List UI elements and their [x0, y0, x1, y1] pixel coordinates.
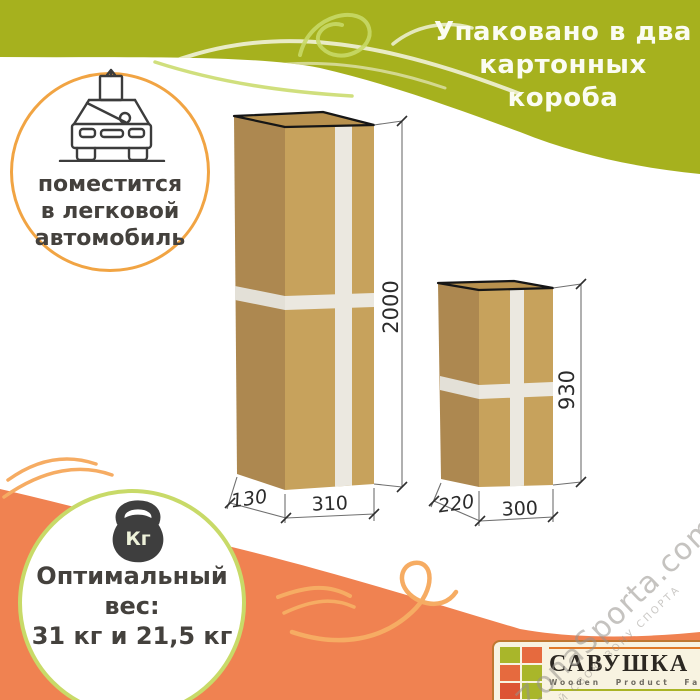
car-icon [58, 68, 166, 162]
logo-rule-bottom [549, 689, 700, 691]
logo-text-block: САВУШКА Wooden Product Factory [549, 646, 700, 700]
banner-line-3: короба [507, 83, 619, 113]
large-box-dimension-ticks [224, 115, 408, 524]
logo-square [500, 647, 520, 663]
green-squiggle-doodles [153, 12, 372, 98]
large-box-tape-horizontal [285, 293, 374, 310]
logo-square [522, 683, 542, 699]
small-box-height-label: 930 [555, 370, 579, 410]
car-badge-line-2: в легковой [40, 199, 180, 224]
kettlebell-label: Кг [125, 528, 150, 550]
small-box-depth-label: 220 [437, 491, 476, 518]
orange-squiggle-doodles [2, 457, 459, 643]
weight-badge: Кг Оптимальный вес: 31 кг и 21,5 кг [18, 489, 246, 700]
banner-line-2: картонных [479, 50, 647, 80]
logo-square [522, 647, 542, 663]
kettlebell-icon: Кг [112, 500, 164, 563]
weight-badge-line-2: вес: [104, 592, 160, 620]
logo-rule-top [549, 647, 700, 649]
car-badge: поместится в легковой автомобиль [10, 68, 210, 272]
small-box-width-label: 300 [501, 497, 538, 520]
logo-name: САВУШКА [549, 651, 690, 677]
large-box-height-label: 2000 [379, 280, 403, 333]
logo-square [500, 665, 520, 681]
banner-text: Упаковано в два картонных короба [418, 16, 700, 115]
weight-badge-line-3: 31 кг и 21,5 кг [31, 622, 233, 650]
logo-square [500, 683, 520, 699]
car-badge-line-3: автомобиль [34, 226, 186, 251]
small-box [436, 279, 555, 487]
small-box-tape-horizontal [479, 382, 553, 399]
large-box-width-label: 310 [311, 492, 348, 515]
weight-badge-text: Оптимальный вес: 31 кг и 21,5 кг [22, 561, 242, 651]
logo-tagline: Wooden Product Factory [549, 678, 700, 687]
large-box [232, 110, 376, 490]
car-badge-text: поместится в легковой автомобиль [13, 171, 207, 252]
small-box-dimension-ticks [428, 278, 587, 527]
weight-badge-line-1: Оптимальный [36, 562, 228, 590]
logo-mark-squares [500, 647, 542, 700]
brand-logo: САВУШКА Wooden Product Factory [492, 640, 700, 700]
large-box-depth-label: 130 [230, 486, 269, 513]
banner-line-1: Упаковано в два [434, 17, 692, 47]
logo-square [522, 665, 542, 681]
car-badge-line-1: поместится [37, 172, 183, 197]
